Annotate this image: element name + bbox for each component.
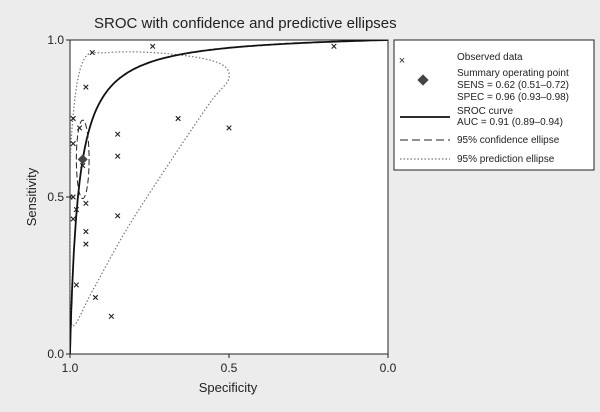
observed-point: [92, 294, 99, 301]
sroc-curve: [70, 40, 388, 354]
observed-point: [175, 115, 181, 122]
observed-point: [83, 228, 89, 235]
legend-observed-label: Observed data: [457, 52, 523, 63]
observed-point: [83, 84, 89, 90]
axis-ticks: 1.0 0.5 0.0 0.0 0.5 1.0: [47, 33, 396, 375]
observed-point: [70, 140, 76, 147]
observed-point: [115, 213, 121, 219]
legend-confidence-label: 95% confidence ellipse: [457, 135, 560, 146]
y-tick-label: 1.0: [47, 33, 64, 47]
observed-point: [70, 115, 76, 122]
x-tick-label: 0.5: [221, 361, 238, 375]
x-tick-label: 1.0: [62, 361, 79, 375]
observed-point: [108, 313, 115, 320]
observed-point: [226, 125, 232, 131]
observed-point: [73, 282, 80, 288]
observed-point: [80, 162, 86, 169]
observed-point: [73, 206, 80, 213]
y-axis-label: Sensitivity: [24, 167, 39, 226]
observed-point: [115, 131, 121, 137]
observed-point: [83, 241, 89, 247]
legend-auc-label: AUC = 0.91 (0.89–0.94): [457, 117, 563, 128]
y-tick-label: 0.5: [47, 190, 64, 204]
observed-point: [331, 43, 337, 49]
x-axis-label: Specificity: [199, 380, 258, 395]
plot-layer: [70, 40, 388, 354]
legend-box: [393, 39, 595, 171]
chart-title: SROC with confidence and predictive elli…: [94, 15, 397, 32]
x-tick-label: 0.0: [380, 361, 397, 375]
observed-point: [89, 49, 95, 56]
observed-point: [149, 43, 156, 49]
legend: × Observed data Summary operating point …: [393, 39, 595, 171]
observed-point: [70, 216, 76, 222]
legend-observed-marker: ×: [399, 55, 405, 67]
prediction-ellipse: [70, 51, 230, 327]
observed-point: [76, 125, 83, 131]
legend-summary-spec: SPEC = 0.96 (0.93–0.98): [457, 92, 569, 103]
summary-operating-point: [77, 154, 88, 165]
legend-summary-sens: SENS = 0.62 (0.51–0.72): [457, 80, 569, 91]
observed-point: [70, 194, 76, 200]
y-tick-label: 0.0: [47, 347, 64, 361]
observed-point: [83, 200, 89, 206]
confidence-ellipse: [75, 119, 90, 200]
plot-area: [69, 39, 389, 355]
legend-summary-label: Summary operating point: [457, 68, 569, 79]
legend-sroc-label: SROC curve: [457, 106, 514, 117]
observed-point: [115, 153, 121, 159]
legend-prediction-label: 95% prediction ellipse: [457, 154, 555, 165]
